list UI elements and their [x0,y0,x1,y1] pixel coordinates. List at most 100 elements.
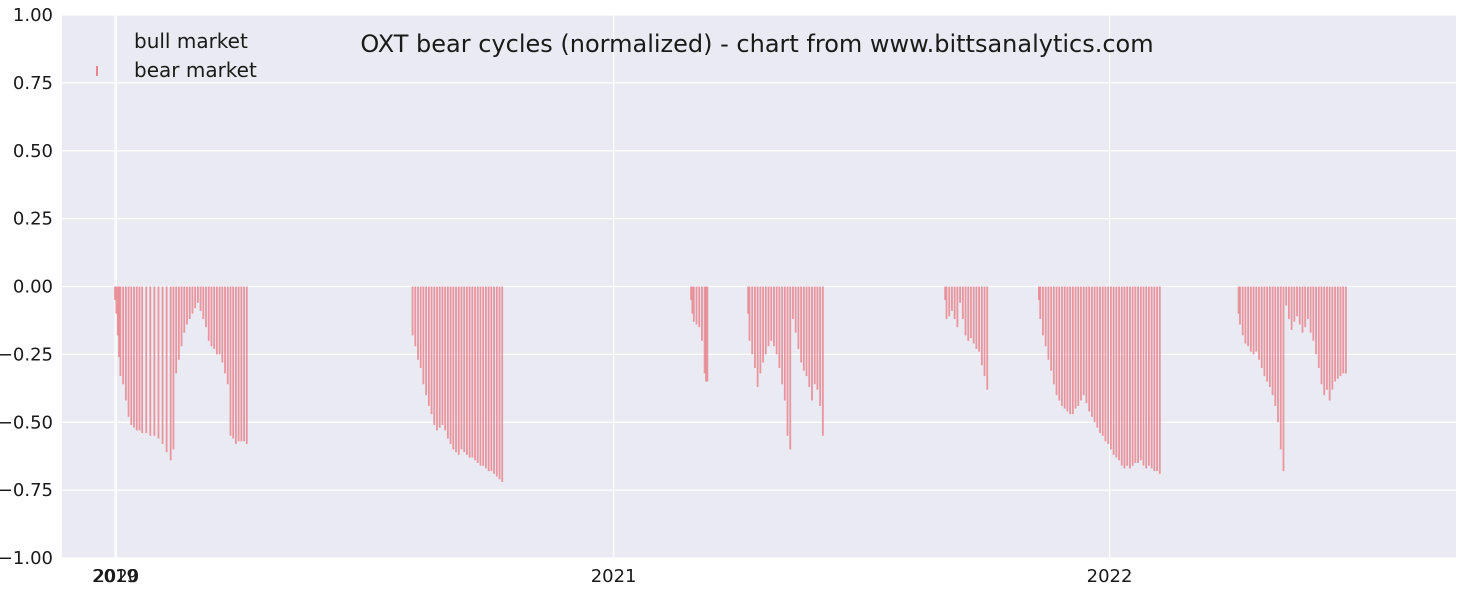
bear-bar [226,286,229,385]
bear-bar [1328,286,1331,401]
bear-bar [1345,286,1347,374]
bear-bar [1307,286,1309,320]
bear-bar [1260,286,1263,368]
bear-bar [1317,286,1320,368]
y-tick-label: −0.25 [0,344,53,365]
bear-bar [953,286,956,320]
bear-bar [455,286,457,453]
bear-bar [805,286,808,377]
bear-bar [1110,286,1112,450]
bear-bar [1271,286,1274,396]
bear-bar [1239,286,1241,325]
bear-bar [775,286,778,355]
bear-bar [1336,286,1339,379]
bear-bar [433,286,436,425]
bear-bar [135,286,138,431]
bear-bar [1107,286,1110,444]
bear-bar [218,286,221,355]
bear-bar [115,286,118,314]
bear-bar [224,286,226,374]
bear-bar [1037,286,1040,301]
bear-bar [471,286,474,458]
bear-bar [122,286,125,385]
bear-bar [1287,286,1290,320]
bear-bar [819,286,822,406]
bear-bar [1096,286,1099,428]
bear-bar [1126,286,1129,466]
bear-bar [422,286,425,385]
bear-bar [808,286,811,387]
bear-bar [961,286,964,320]
bear-bar [1244,286,1247,344]
bear-bar [1129,286,1131,469]
bear-bar [983,286,986,377]
bear-bar [452,286,455,450]
bear-bar [133,286,135,428]
y-tick-label: −0.75 [0,480,53,501]
bear-bar [240,286,243,442]
bear-bar [951,286,953,311]
bear-bar [1274,286,1277,406]
bear-bar [747,286,750,314]
bear-bar [202,286,205,320]
bear-bar [1139,286,1142,461]
bear-bar [695,286,698,325]
bear-market-bars [114,286,1347,482]
bear-bar [797,286,800,349]
bear-bar [959,286,961,303]
bear-bar [444,286,447,431]
bear-bar [474,286,476,461]
bear-bar [800,286,803,363]
bear-bar [245,286,248,444]
legend-label-bull-market: bull market [134,29,248,53]
bear-bar [186,286,188,325]
bear-bar [1058,286,1061,401]
bear-bar [759,286,762,374]
bear-bar [948,286,951,317]
bear-bar [1339,286,1342,377]
bear-bar [153,286,156,436]
bear-bar [1131,286,1134,466]
bear-bar [124,286,127,401]
bear-bar [1298,286,1301,325]
bear-bar [967,286,970,341]
bear-bar [232,286,235,439]
bear-bar [1266,286,1269,382]
bear-bar [463,286,466,453]
bear-bar [956,286,959,328]
bear-bar [767,286,770,347]
bear-bar [698,286,701,328]
y-tick-label: 0.75 [13,73,53,94]
bear-bar [1304,286,1307,328]
bear-bar [114,286,116,301]
bear-bar [778,286,781,368]
bear-bar [468,286,471,458]
bear-bar [754,286,756,368]
bear-bar [1104,286,1107,442]
bear-bar [194,286,197,309]
bear-bar [449,286,452,444]
bear-bar [1156,286,1158,472]
bear-bar [1085,286,1088,404]
bear-bar [821,286,824,436]
bear-bar [802,286,805,371]
bear-bar [1137,286,1139,463]
bear-bar [970,286,972,339]
bear-bar [1082,286,1085,396]
bear-bar [1150,286,1153,469]
bear-bar [425,286,428,396]
legend-item-bear-market: bear market [96,58,257,82]
bear-bar [972,286,975,344]
bear-bar [1153,286,1156,472]
y-axis-ticks: −1.00 −0.75 −0.50 −0.25 0.00 0.25 0.50 0.75 1.00 [0,5,53,569]
bear-bar [1326,286,1328,390]
bear-bar [130,286,133,425]
bear-bar [213,286,216,349]
bear-bar [427,286,430,406]
bear-bar [1115,286,1118,458]
bear-bar [1309,286,1312,333]
bear-bar [205,286,207,328]
bear-bar [1293,286,1296,322]
bear-bar [1047,286,1050,360]
